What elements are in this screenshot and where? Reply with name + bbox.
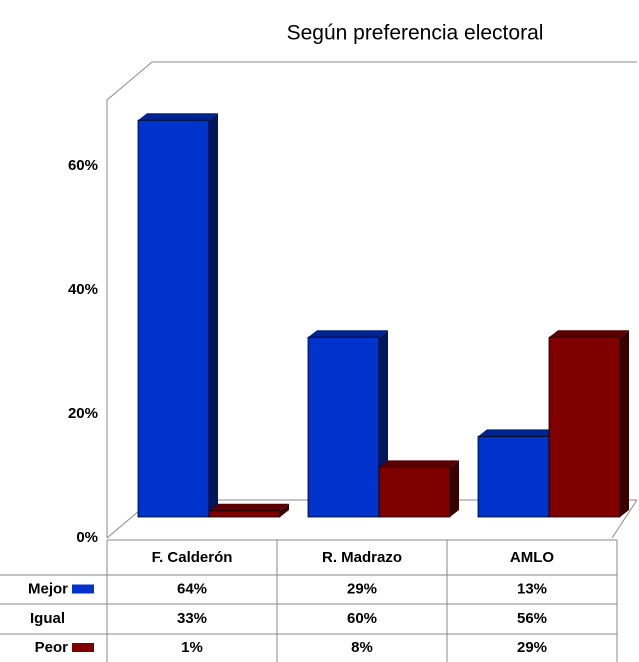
table-value: 56% [517, 610, 547, 627]
bar-side [620, 330, 629, 517]
table-value: 29% [517, 639, 547, 656]
bar-top [549, 330, 629, 338]
table-value: 64% [177, 580, 207, 597]
bar-side [450, 460, 459, 517]
y-tick-label: 60% [68, 157, 98, 174]
bar [548, 336, 621, 518]
bar-side [280, 503, 289, 517]
category-label: R. Madrazo [322, 549, 402, 566]
back-wall [106, 61, 637, 538]
y-tick-label: 0% [76, 529, 98, 546]
y-tick-label: 40% [68, 281, 98, 298]
table-value: 13% [517, 580, 547, 597]
legend-swatch [72, 584, 94, 594]
bar-side [209, 113, 218, 517]
floor-right [611, 499, 638, 539]
table-value: 1% [181, 639, 203, 656]
legend-label: Igual [30, 610, 65, 627]
category-label: F. Calderón [152, 549, 233, 566]
y-tick-label: 20% [68, 405, 98, 422]
bar-top [308, 330, 388, 338]
table-value: 60% [347, 610, 377, 627]
legend-label: Mejor [28, 580, 68, 597]
bar [137, 119, 210, 518]
bar [307, 336, 380, 518]
bar-top [138, 113, 218, 121]
bar [477, 435, 550, 518]
table-value: 29% [347, 580, 377, 597]
bar [378, 466, 451, 518]
chart-title: Según preferencia electoral [287, 22, 544, 45]
bar-top [478, 429, 558, 437]
legend-swatch [72, 643, 94, 652]
table-value: 33% [177, 610, 207, 627]
bar-top [209, 503, 289, 511]
category-label: AMLO [510, 549, 554, 566]
table-value: 8% [351, 639, 373, 656]
bar-top [379, 460, 459, 468]
bar [208, 510, 281, 518]
legend-label: Peor [35, 639, 69, 656]
